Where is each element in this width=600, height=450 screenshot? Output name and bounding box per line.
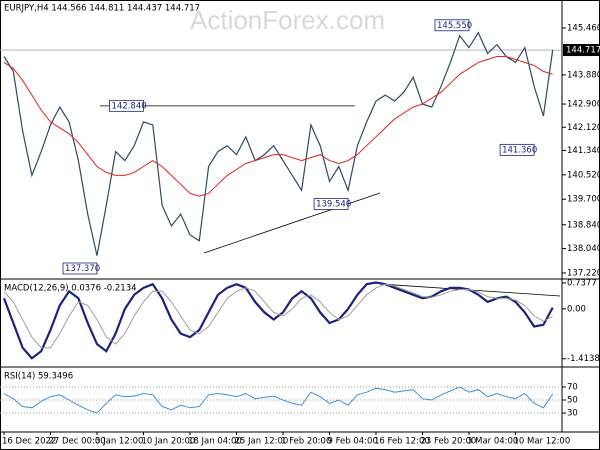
x-tick-label: 25 Jan 12:00 bbox=[235, 437, 289, 447]
y-tick-label: 50 bbox=[567, 396, 578, 406]
annotation-box bbox=[109, 99, 144, 112]
x-tick-label: 10 Mar 12:00 bbox=[514, 437, 571, 447]
annotation-label: 142.840 bbox=[112, 101, 147, 111]
annotation-box bbox=[499, 143, 535, 156]
x-tick-label: 27 Dec 00:00 bbox=[49, 437, 106, 447]
trend-line bbox=[203, 192, 381, 254]
y-tick-label: 138.840 bbox=[567, 220, 600, 230]
series-line bbox=[2, 281, 554, 360]
x-tick-label: 16 Feb 12:00 bbox=[374, 437, 430, 447]
panel-title: EURJPY,H4 144.566 144.811 144.437 144.71… bbox=[4, 4, 200, 14]
y-tick-label: 145.460 bbox=[567, 23, 600, 33]
annotation-box bbox=[62, 262, 98, 275]
y-tick-label: 0.7377 bbox=[567, 278, 597, 288]
current-price-label: 144.717 bbox=[566, 46, 600, 56]
x-tick-label: 16 Dec 2022 bbox=[2, 437, 56, 447]
y-tick-label: 141.340 bbox=[567, 146, 600, 156]
annotation-box bbox=[434, 19, 470, 32]
series-line bbox=[3, 31, 554, 256]
series-line bbox=[3, 56, 553, 197]
x-tick-label: 10 Jan 20:00 bbox=[142, 437, 196, 447]
panel-title: RSI(14) 59.3496 bbox=[4, 372, 73, 382]
y-tick-label: 139.700 bbox=[567, 195, 600, 205]
series-line bbox=[3, 283, 553, 349]
current-price-box bbox=[563, 44, 600, 57]
y-tick-label: 142.120 bbox=[567, 123, 600, 133]
x-tick-label: 18 Jan 04:00 bbox=[188, 437, 242, 447]
series-line bbox=[3, 386, 554, 414]
annotation-label: 141.360 bbox=[502, 145, 537, 155]
y-tick-label: 142.900 bbox=[567, 100, 600, 110]
annotation-label: 145.550 bbox=[437, 21, 472, 31]
x-tick-label: 3 Jan 12:00 bbox=[95, 437, 143, 447]
x-tick-label: 23 Feb 20:00 bbox=[421, 437, 477, 447]
annotation-label: 137.370 bbox=[65, 264, 100, 274]
x-tick-label: 3 Mar 04:00 bbox=[467, 437, 518, 447]
y-tick-label: 140.520 bbox=[567, 170, 600, 180]
y-tick-label: 143.880 bbox=[567, 70, 600, 80]
y-tick-label: 30 bbox=[567, 409, 578, 419]
x-tick-label: 9 Feb 04:00 bbox=[328, 437, 378, 447]
y-tick-label: 138.040 bbox=[567, 244, 600, 254]
y-tick-label: 70 bbox=[567, 382, 578, 392]
y-tick-label: -1.4138 bbox=[567, 354, 600, 364]
x-tick-label: 1 Feb 20:00 bbox=[281, 437, 331, 447]
y-tick-label: 0.00 bbox=[567, 304, 586, 314]
annotation-box bbox=[313, 198, 349, 210]
watermark: ActionForex.com bbox=[190, 5, 385, 35]
annotation-label: 139.540 bbox=[316, 199, 351, 209]
panel-title: MACD(12,26,9) 0.0376 -0.2134 bbox=[4, 284, 137, 294]
y-tick-label: 137.220 bbox=[567, 268, 600, 278]
